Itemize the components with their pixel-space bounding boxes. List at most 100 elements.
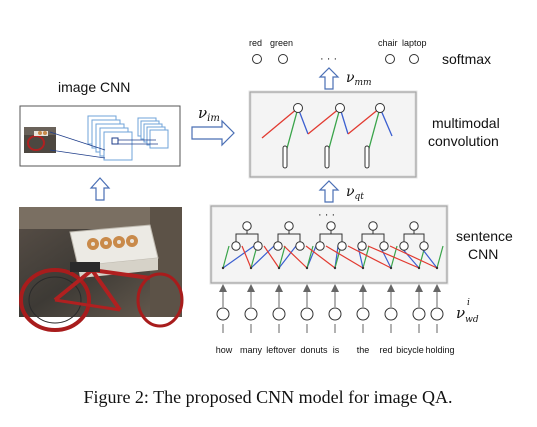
sc-mid-node	[273, 241, 283, 251]
feature-maps-2	[137, 117, 169, 149]
sentence-cnn-box	[209, 204, 449, 285]
mm-edge	[347, 107, 381, 135]
sc-top-node	[326, 221, 336, 231]
softmax-nodes	[252, 54, 419, 64]
mm-edge	[307, 107, 341, 135]
word-embedding-node	[216, 307, 230, 321]
mm-node	[375, 103, 385, 113]
question-word: leftover	[266, 345, 296, 355]
receptive-field-1	[111, 137, 119, 145]
sc-input-dot	[389, 266, 393, 270]
question-word: the	[357, 345, 370, 355]
softmax-node-red	[252, 54, 262, 64]
softmax-ellipsis: · · ·	[320, 53, 337, 65]
sc-edge	[222, 245, 230, 269]
sc-top-node	[284, 221, 294, 231]
sc-edge	[222, 245, 255, 269]
sc-edge	[367, 245, 420, 269]
v-wd-superscript: i	[467, 298, 470, 308]
sc-mid-node	[295, 241, 305, 251]
question-word: how	[216, 345, 233, 355]
sc-mid-node	[231, 241, 241, 251]
word-embedding-node	[356, 307, 370, 321]
sc-edge	[325, 245, 364, 269]
sc-top-node	[368, 221, 378, 231]
softmax-class-label-red: red	[249, 38, 262, 48]
softmax-node-chair	[385, 54, 395, 64]
image-cnn-box	[19, 105, 181, 167]
softmax-class-label-chair: chair	[378, 38, 398, 48]
word-embedding-node	[430, 307, 444, 321]
sc-input-dot	[417, 266, 421, 270]
v-wd-label: νwd	[456, 304, 479, 325]
sc-edge	[362, 245, 370, 269]
sc-edge	[278, 245, 286, 269]
figure-caption: Figure 2: The proposed CNN model for ima…	[83, 387, 452, 407]
sc-edge	[241, 245, 252, 269]
mm-image-feature	[324, 145, 330, 169]
sc-edge	[436, 245, 444, 269]
question-word: is	[333, 345, 340, 355]
mm-edge	[379, 107, 393, 137]
sc-edge	[389, 245, 438, 269]
sc-edge	[283, 245, 308, 269]
sc-mid-node	[379, 241, 389, 251]
sc-mid-node	[357, 241, 367, 251]
multimodal-nodes	[282, 103, 385, 169]
sc-mid-node	[253, 241, 263, 251]
sc-top-node	[242, 221, 252, 231]
sentence-cnn-label-line2: CNN	[468, 246, 498, 262]
sc-edge	[347, 245, 392, 269]
question-words: how many leftover donuts is the red bicycle hold…	[216, 345, 455, 355]
sc-input-dot	[333, 266, 337, 270]
sentence-ellipsis: · · ·	[318, 209, 335, 221]
mm-node	[335, 103, 345, 113]
sc-edge	[305, 245, 336, 269]
sc-edge	[357, 245, 364, 269]
sc-input-dot	[249, 266, 253, 270]
word-embedding-node	[384, 307, 398, 321]
sc-edge	[250, 245, 275, 269]
sc-input-dot	[221, 266, 225, 270]
word-embedding-node	[412, 307, 426, 321]
sc-mid-node	[419, 241, 429, 251]
softmax-node-laptop	[409, 54, 419, 64]
softmax-node-green	[278, 54, 288, 64]
word-embeddings	[216, 284, 444, 333]
sc-mid-node	[315, 241, 325, 251]
question-word: bicycle	[396, 345, 424, 355]
mm-edge	[261, 107, 299, 139]
question-word: red	[379, 345, 392, 355]
arrow-sentence-to-multimodal	[318, 180, 340, 203]
softmax-class-label-laptop: laptop	[402, 38, 427, 48]
multimodal-label-line1: multimodal	[432, 115, 500, 131]
up-arrow-photo-to-cnn	[89, 177, 111, 201]
word-embedding-node	[328, 307, 342, 321]
sc-edge	[278, 245, 297, 269]
v-mm-label: νmm	[346, 70, 372, 88]
multimodal-box	[248, 90, 418, 179]
question-word: many	[240, 345, 263, 355]
arrow-multimodal-to-softmax	[318, 67, 340, 90]
softmax-class-label-green: green	[270, 38, 293, 48]
sc-input-dot	[361, 266, 365, 270]
word-embedding-node	[272, 307, 286, 321]
sc-top-node	[409, 221, 419, 231]
input-photo	[19, 207, 184, 332]
mm-image-feature	[282, 145, 288, 169]
mm-edge	[367, 107, 381, 153]
multimodal-label-line2: convolution	[428, 133, 499, 149]
sc-edge	[306, 245, 314, 269]
sc-input-dot	[277, 266, 281, 270]
arrow-image-to-multimodal	[191, 119, 235, 147]
softmax-label: softmax	[442, 51, 491, 67]
v-im-label: νim	[198, 104, 220, 124]
sc-edge	[263, 245, 280, 269]
question-word: donuts	[300, 345, 328, 355]
sc-input-dot	[305, 266, 309, 270]
sentence-cnn-nodes	[221, 221, 439, 270]
image-cnn-title: image CNN	[58, 79, 130, 95]
image-cnn-thumbnail	[24, 127, 56, 153]
mm-edge	[285, 107, 299, 153]
